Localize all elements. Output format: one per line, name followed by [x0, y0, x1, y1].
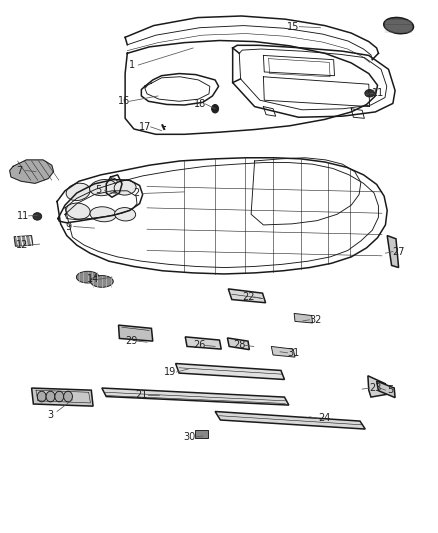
Polygon shape [228, 289, 265, 303]
Polygon shape [118, 325, 152, 341]
Polygon shape [14, 236, 33, 246]
Ellipse shape [33, 213, 42, 220]
Ellipse shape [114, 207, 135, 221]
Text: 18: 18 [193, 99, 205, 109]
Polygon shape [367, 376, 385, 397]
Text: 2: 2 [133, 189, 139, 198]
Polygon shape [32, 388, 93, 406]
Polygon shape [175, 364, 284, 379]
Text: 16: 16 [117, 96, 130, 106]
Text: 27: 27 [392, 247, 404, 256]
Text: 9: 9 [65, 222, 71, 231]
Circle shape [55, 391, 64, 402]
Text: 5: 5 [387, 385, 393, 395]
Ellipse shape [383, 18, 413, 34]
Ellipse shape [211, 104, 218, 113]
Polygon shape [215, 411, 364, 429]
Text: 23: 23 [368, 383, 381, 393]
Text: 14: 14 [87, 274, 99, 284]
Text: 31: 31 [286, 348, 299, 358]
Polygon shape [227, 338, 249, 350]
Text: 12: 12 [16, 240, 28, 250]
Text: 19: 19 [164, 367, 176, 377]
Text: 30: 30 [183, 432, 195, 442]
Ellipse shape [89, 180, 117, 196]
Text: 11: 11 [371, 88, 384, 98]
Bar [195, 430, 207, 438]
Polygon shape [271, 346, 294, 357]
Polygon shape [293, 313, 312, 323]
Text: 28: 28 [233, 341, 245, 350]
Text: 5: 5 [95, 185, 102, 195]
Text: 29: 29 [125, 336, 138, 346]
Text: 7: 7 [17, 166, 23, 175]
Text: 1: 1 [128, 60, 134, 70]
Circle shape [46, 391, 55, 402]
Polygon shape [376, 381, 394, 398]
Polygon shape [102, 388, 288, 405]
Polygon shape [10, 160, 53, 183]
Polygon shape [386, 236, 398, 268]
Ellipse shape [90, 276, 113, 287]
Ellipse shape [66, 203, 90, 219]
Ellipse shape [90, 207, 116, 222]
Circle shape [64, 391, 72, 402]
Ellipse shape [114, 180, 136, 195]
Text: 17: 17 [138, 122, 151, 132]
Text: 24: 24 [317, 414, 329, 423]
Text: 32: 32 [308, 315, 321, 325]
Text: 11: 11 [17, 211, 29, 221]
Ellipse shape [66, 183, 90, 200]
Text: 22: 22 [241, 292, 254, 302]
Text: 21: 21 [135, 391, 148, 400]
Text: 3: 3 [47, 410, 53, 419]
Polygon shape [185, 337, 221, 349]
Text: 26: 26 [193, 341, 205, 350]
Circle shape [37, 391, 46, 402]
Text: 15: 15 [286, 22, 299, 31]
Ellipse shape [364, 90, 374, 97]
Ellipse shape [76, 271, 99, 283]
